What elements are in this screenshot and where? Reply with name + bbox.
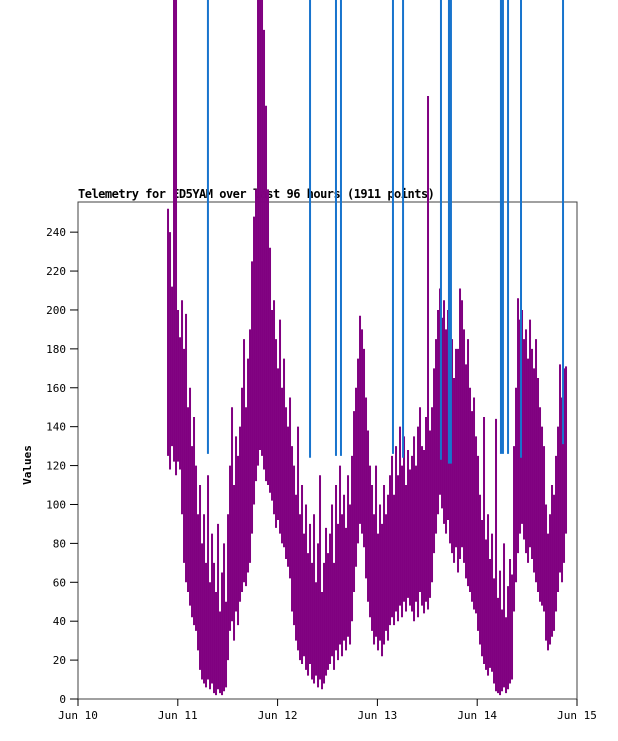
y-tick-label: 40 xyxy=(53,615,66,628)
y-tick-label: 80 xyxy=(53,537,66,550)
y-axis-title: Values xyxy=(21,445,34,485)
plot-border xyxy=(77,201,578,700)
y-tick-label: 0 xyxy=(59,693,66,706)
x-axis-ticks: Jun 10 Jun 11 Jun 12 Jun 13 Jun 14 Jun 15 xyxy=(58,699,597,722)
y-tick-label: 60 xyxy=(53,576,66,589)
y-tick-label: 100 xyxy=(46,498,66,511)
y-tick-label: 240 xyxy=(46,226,66,239)
y-tick-label: 120 xyxy=(46,460,66,473)
y-tick-label: 20 xyxy=(53,654,66,667)
y-tick-label: 200 xyxy=(46,304,66,317)
y-tick-label: 140 xyxy=(46,421,66,434)
x-tick-label: Jun 14 xyxy=(457,709,497,722)
x-tick-label: Jun 10 xyxy=(58,709,98,722)
y-tick-label: 180 xyxy=(46,343,66,356)
telemetry-series xyxy=(167,0,568,696)
x-tick-label: Jun 15 xyxy=(557,709,597,722)
x-tick-label: Jun 12 xyxy=(258,709,298,722)
x-tick-label: Jun 11 xyxy=(158,709,198,722)
y-tick-label: 160 xyxy=(46,382,66,395)
y-axis-ticks: 0 20 40 60 80 100 120 140 160 180 200 220 240 xyxy=(46,226,78,706)
offscale-spike-series xyxy=(206,0,565,464)
y-tick-label: 220 xyxy=(46,265,66,278)
x-tick-label: Jun 13 xyxy=(358,709,398,722)
